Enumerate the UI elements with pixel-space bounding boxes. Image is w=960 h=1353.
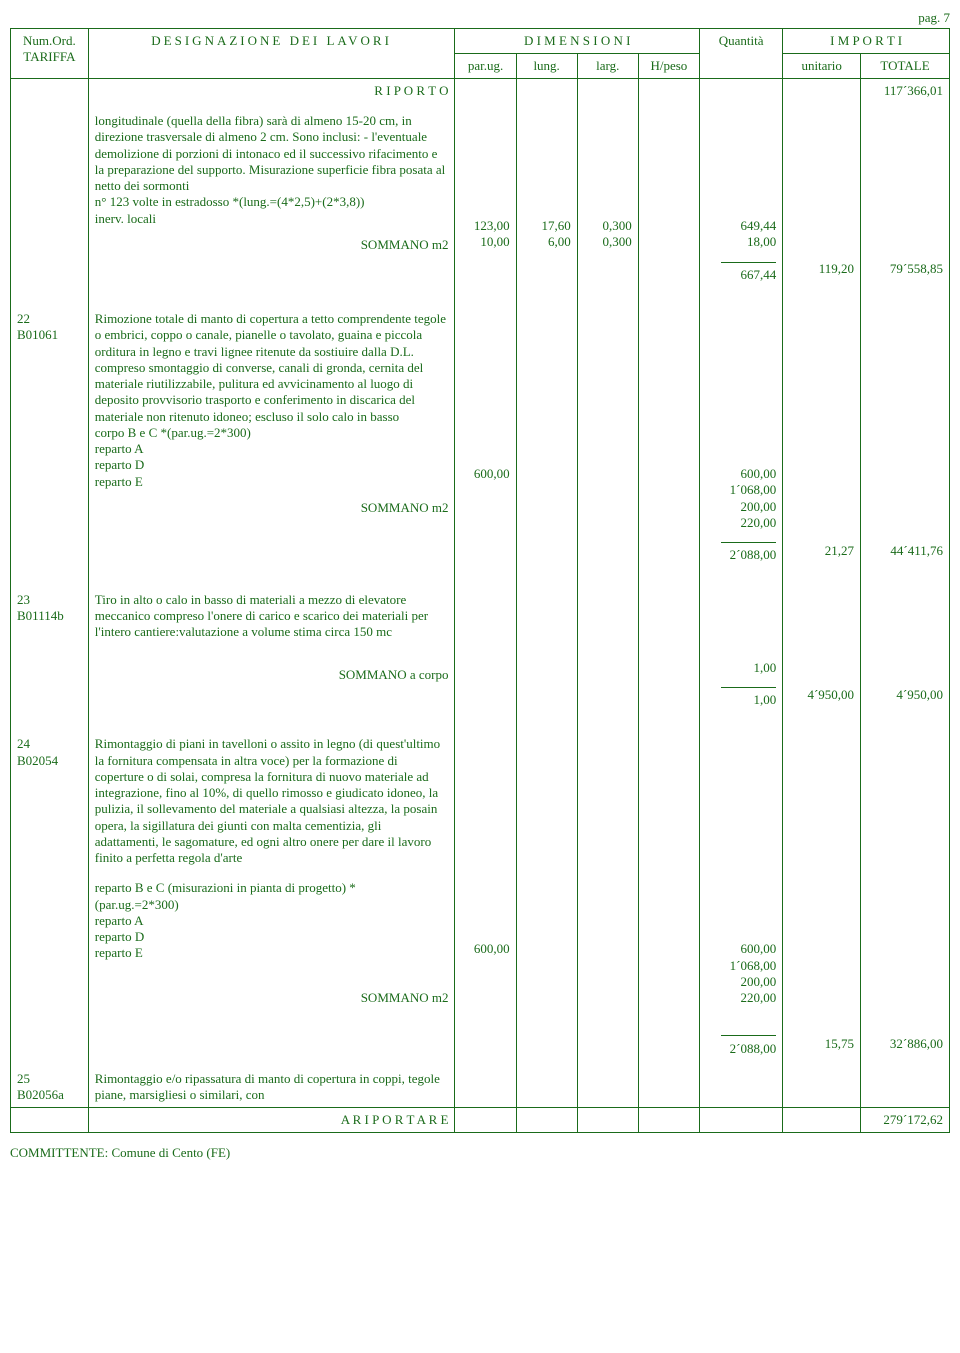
a-riportare-value: 279´172,62 xyxy=(861,1108,950,1133)
item24-desc: Rimontaggio di piani in tavelloni o assi… xyxy=(95,736,449,866)
item24-line3-qty: 200,00 xyxy=(706,974,776,990)
item21-line2-qty: 18,00 xyxy=(706,234,776,250)
header-importi: I M P O R T I xyxy=(783,29,950,54)
item22-line4: reparto E xyxy=(95,474,449,490)
item24-line4: reparto E xyxy=(95,945,449,961)
item22-sum-qty: 2´088,00 xyxy=(706,547,776,563)
header-dimensioni: D I M E N S I O N I xyxy=(455,29,699,54)
header-lung: lung. xyxy=(516,54,577,79)
item21-sum-qty: 667,44 xyxy=(706,267,776,283)
item21-line2: inerv. locali xyxy=(95,211,449,227)
item21-line2-parug: 10,00 xyxy=(461,234,509,250)
committente: COMMITTENTE: Comune di Cento (FE) xyxy=(10,1145,950,1161)
riporto-value: 117´366,01 xyxy=(861,79,950,104)
item22-line3: reparto D xyxy=(95,457,449,473)
item23-sum-unit: 4´950,00 xyxy=(789,687,854,703)
item24-line1-parug: 600,00 xyxy=(461,941,509,957)
item21-sum-tot: 79´558,85 xyxy=(867,261,943,277)
page-number: pag. 7 xyxy=(10,10,950,26)
item23-sum-qty: 1,00 xyxy=(706,692,776,708)
item24-num: 24 xyxy=(17,736,82,752)
item24-line3: reparto D xyxy=(95,929,449,945)
item25-num: 25 xyxy=(17,1071,82,1087)
item23-tariffa: B01114b xyxy=(17,608,82,624)
item22-num: 22 xyxy=(17,311,82,327)
item24-sum-label: SOMMANO m2 xyxy=(95,990,449,1006)
item25-tariffa: B02056a xyxy=(17,1087,82,1103)
header-tariffa: TARIFFA xyxy=(23,49,75,64)
item22-sum-tot: 44´411,76 xyxy=(867,543,943,559)
item24-line2-qty: 1´068,00 xyxy=(706,958,776,974)
item22-line1: corpo B e C *(par.ug.=2*300) xyxy=(95,425,449,441)
item21-desc: longitudinale (quella della fibra) sarà … xyxy=(95,113,449,194)
header-totale: TOTALE xyxy=(861,54,950,79)
item22-line3-qty: 200,00 xyxy=(706,499,776,515)
item24-sum-unit: 15,75 xyxy=(789,1036,854,1052)
header-larg: larg. xyxy=(577,54,638,79)
item24-line1-qty: 600,00 xyxy=(706,941,776,957)
item21-line1-parug: 123,00 xyxy=(461,218,509,234)
item22-line2-qty: 1´068,00 xyxy=(706,482,776,498)
item22-sum-label: SOMMANO m2 xyxy=(95,500,449,516)
item21-line1-larg: 0,300 xyxy=(584,218,632,234)
item22-line1-qty: 600,00 xyxy=(706,466,776,482)
header-designazione: DESIGNAZIONE DEI LAVORI xyxy=(88,29,455,79)
header-parug: par.ug. xyxy=(455,54,516,79)
header-quantita: Quantità xyxy=(699,29,782,79)
item23-line-qty: 1,00 xyxy=(706,660,776,676)
item24-line1a: reparto B e C (misurazioni in pianta di … xyxy=(95,880,449,896)
item21-line1-qty: 649,44 xyxy=(706,218,776,234)
item22-line1-parug: 600,00 xyxy=(461,466,509,482)
main-table: Num.Ord. TARIFFA DESIGNAZIONE DEI LAVORI… xyxy=(10,28,950,1133)
item21-line2-larg: 0,300 xyxy=(584,234,632,250)
item22-sum-unit: 21,27 xyxy=(789,543,854,559)
item23-desc: Tiro in alto o calo in basso di material… xyxy=(95,592,449,641)
item22-tariffa: B01061 xyxy=(17,327,82,343)
item21-line1-lung: 17,60 xyxy=(523,218,571,234)
item22-line2: reparto A xyxy=(95,441,449,457)
item23-sum-tot: 4´950,00 xyxy=(867,687,943,703)
item24-line1b: (par.ug.=2*300) xyxy=(95,897,449,913)
item24-line2: reparto A xyxy=(95,913,449,929)
item21-sum-label: SOMMANO m2 xyxy=(95,237,449,253)
a-riportare-label: A R I P O R T A R E xyxy=(88,1108,455,1133)
header-hpeso: H/peso xyxy=(638,54,699,79)
header-unitario: unitario xyxy=(783,54,861,79)
item25-desc: Rimontaggio e/o ripassatura di manto di … xyxy=(95,1071,449,1104)
header-num: Num.Ord. xyxy=(23,33,76,48)
item21-line2-lung: 6,00 xyxy=(523,234,571,250)
item21-sum-unit: 119,20 xyxy=(789,261,854,277)
item22-line4-qty: 220,00 xyxy=(706,515,776,531)
item22-desc: Rimozione totale di manto di copertura a… xyxy=(95,311,449,425)
item23-sum-label: SOMMANO a corpo xyxy=(95,667,449,683)
item21-line1: n° 123 volte in estradosso *(lung.=(4*2,… xyxy=(95,194,449,210)
item24-sum-tot: 32´886,00 xyxy=(867,1036,943,1052)
header-num-tariffa: Num.Ord. TARIFFA xyxy=(11,29,89,79)
riporto-label: R I P O R T O xyxy=(88,79,455,104)
item24-sum-qty: 2´088,00 xyxy=(706,1041,776,1057)
item24-line4-qty: 220,00 xyxy=(706,990,776,1006)
item23-num: 23 xyxy=(17,592,82,608)
item24-tariffa: B02054 xyxy=(17,753,82,769)
